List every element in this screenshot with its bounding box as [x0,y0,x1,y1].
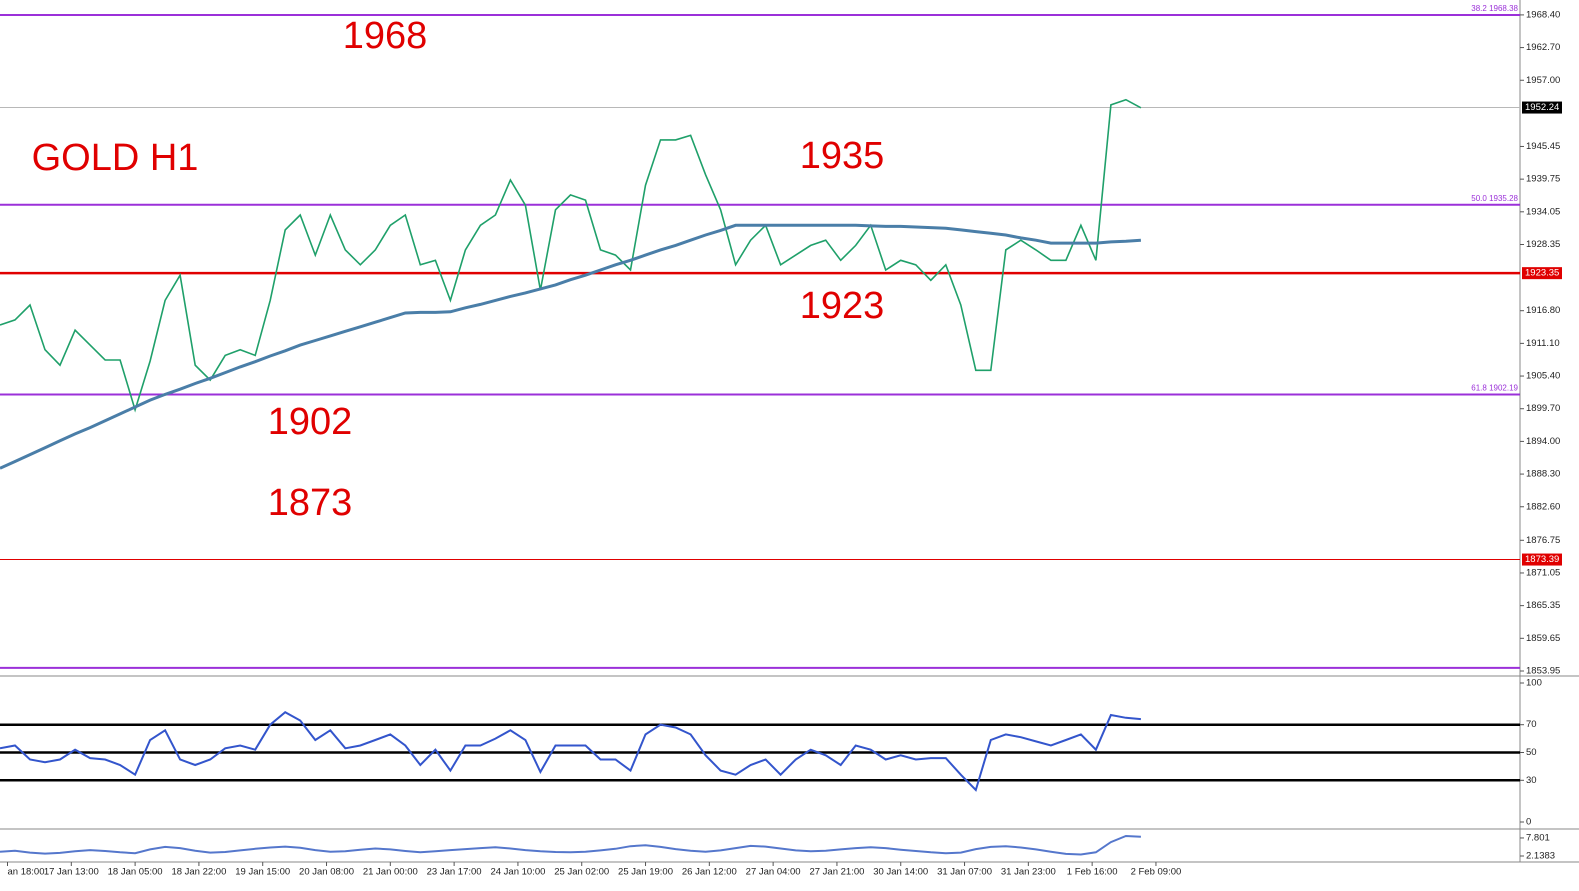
y-tick-label: 0 [1526,817,1531,828]
series-line [0,834,1141,856]
y-tick-label: 1962.70 [1526,42,1560,53]
y-tick-label: 1928.35 [1526,239,1560,250]
price-box-label: 1923.35 [1525,268,1559,279]
annotation: GOLD H1 [32,137,199,179]
y-tick-label: 1911.10 [1526,338,1560,349]
y-tick-label: 1888.30 [1526,469,1560,480]
y-tick-label: 1957.00 [1526,75,1560,86]
y-tick-label: 30 [1526,775,1537,786]
price-box [1522,553,1562,566]
x-tick-label: 20 Jan 08:00 [299,867,354,878]
price-box-label: 1873.39 [1525,554,1559,565]
fib-level-label: 50.0 1935.28 [1471,194,1518,203]
y-tick-label: 1945.45 [1526,141,1560,152]
series-line [0,710,1141,792]
x-tick-label: 27 Jan 21:00 [809,867,864,878]
y-tick-label: 100 [1526,678,1542,689]
y-tick-label: 1859.65 [1526,633,1560,644]
fib-level-label: 38.2 1968.38 [1471,4,1518,13]
y-tick-label: 50 [1526,747,1537,758]
x-tick-label: 31 Jan 07:00 [937,867,992,878]
series-line [0,223,1142,470]
x-tick-label: 21 Jan 00:00 [363,867,418,878]
x-tick-label: 31 Jan 23:00 [1001,867,1056,878]
annotation: 1935 [800,135,885,177]
x-tick-label: 30 Jan 14:00 [873,867,928,878]
y-tick-label: 2.1383 [1526,851,1555,862]
y-tick-label: 70 [1526,719,1537,730]
y-tick-label: 7.801 [1526,832,1550,843]
series-line [0,98,1142,413]
y-tick-label: 1916.80 [1526,305,1560,316]
x-tick-label: 23 Jan 17:00 [427,867,482,878]
annotation: 1923 [800,285,885,327]
annotation: 1902 [268,401,353,443]
x-tick-label: 2 Feb 09:00 [1131,867,1182,878]
annotation: 1873 [268,482,353,524]
x-tick-label: 25 Jan 02:00 [554,867,609,878]
fib-level-label: 61.8 1902.19 [1471,384,1518,393]
y-tick-label: 1882.60 [1526,501,1560,512]
x-tick-label: an 18:00 [8,867,45,878]
y-tick-label: 1899.70 [1526,403,1560,414]
y-tick-label: 1939.75 [1526,174,1560,185]
y-tick-label: 1934.05 [1526,206,1560,217]
x-tick-label: 18 Jan 05:00 [108,867,163,878]
y-tick-label: 1865.35 [1526,600,1560,611]
x-tick-label: 17 Jan 13:00 [44,867,99,878]
price-box-label: 1952.24 [1525,102,1559,113]
x-tick-label: 19 Jan 15:00 [235,867,290,878]
y-tick-label: 1871.05 [1526,567,1560,578]
y-tick-label: 1968.40 [1526,9,1560,20]
x-tick-label: 1 Feb 16:00 [1067,867,1118,878]
annotation: 1968 [343,15,428,57]
price-box [1522,267,1562,280]
y-tick-label: 1894.00 [1526,436,1560,447]
y-tick-label: 1905.40 [1526,371,1560,382]
x-tick-label: 25 Jan 19:00 [618,867,673,878]
y-tick-label: 1853.95 [1526,666,1560,677]
x-tick-label: 26 Jan 12:00 [682,867,737,878]
y-tick-label: 1876.75 [1526,535,1560,546]
x-tick-label: 24 Jan 10:00 [490,867,545,878]
x-tick-label: 27 Jan 04:00 [746,867,801,878]
x-tick-label: 18 Jan 22:00 [171,867,226,878]
price-box [1522,101,1562,114]
